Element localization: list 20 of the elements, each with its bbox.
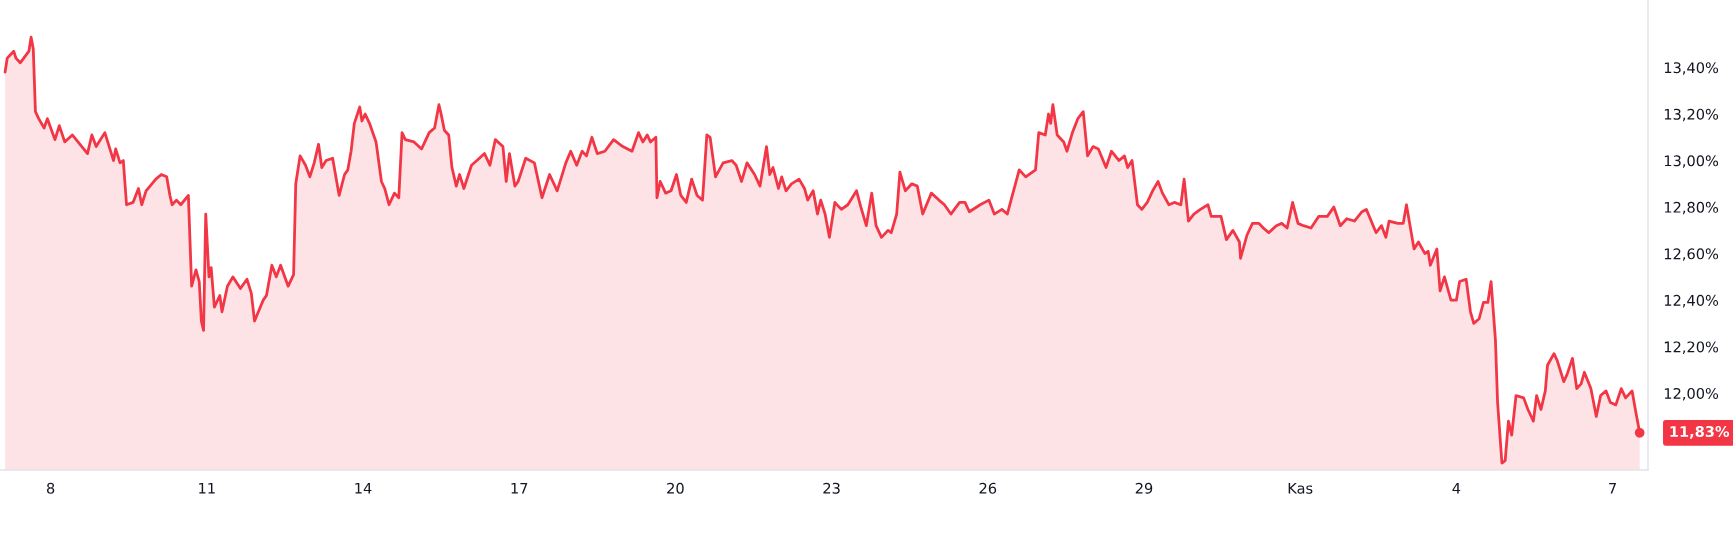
x-tick-label: 29: [1135, 482, 1153, 494]
y-tick-label: 12,80%: [1664, 201, 1719, 215]
y-tick-label: 13,00%: [1664, 155, 1719, 168]
y-tick-label: 12,20%: [1664, 341, 1719, 354]
x-tick-label: 11: [199, 482, 215, 494]
x-tick-label: 7: [1609, 482, 1616, 494]
y-tick-label: 13,20%: [1664, 108, 1719, 122]
y-tick-label: 12,60%: [1664, 248, 1719, 261]
y-tick-label: 12,00%: [1664, 387, 1719, 401]
x-tick-label: 4: [1452, 482, 1461, 494]
x-tick-label: Kas: [1288, 482, 1313, 494]
x-tick-label: 20: [667, 482, 684, 494]
x-tick-label: 26: [979, 482, 997, 494]
annotation: 11,83%: [1670, 425, 1730, 439]
y-tick-label: 13,40%: [1664, 62, 1719, 75]
y-tick-label: 12,40%: [1664, 294, 1719, 308]
x-tick-label: 8: [46, 482, 55, 494]
x-tick-label: 23: [823, 482, 840, 494]
x-tick-label: 17: [511, 482, 528, 494]
x-tick-label: 14: [355, 482, 372, 494]
